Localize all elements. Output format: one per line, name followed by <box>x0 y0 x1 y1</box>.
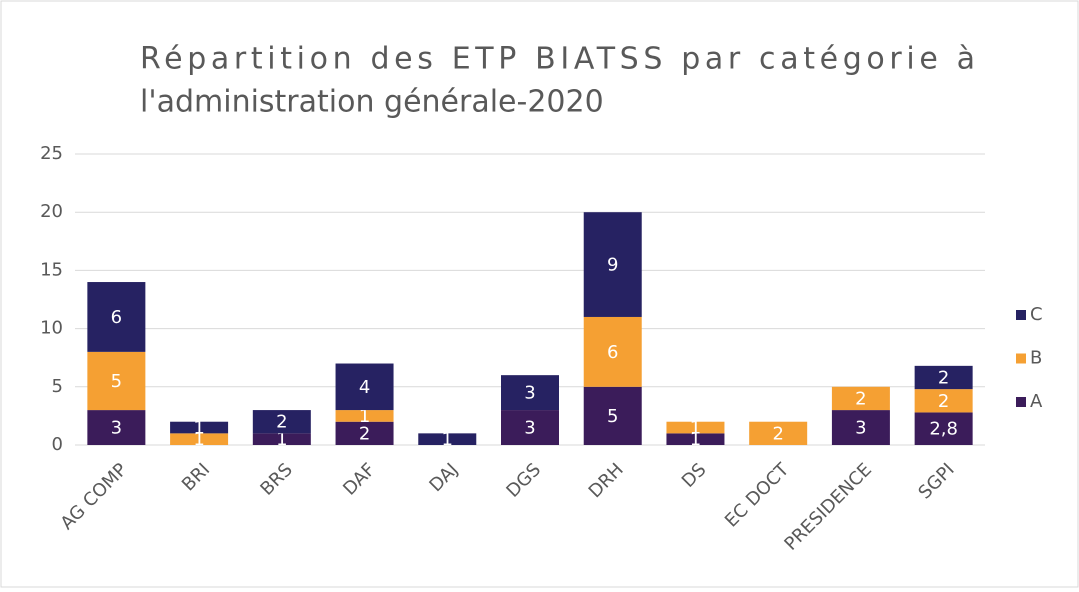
data-label: 5 <box>111 371 122 392</box>
y-tick-label: 20 <box>40 201 63 222</box>
y-tick-label: 25 <box>40 143 63 164</box>
y-tick-label: 10 <box>40 318 63 339</box>
data-label: 3 <box>855 418 866 439</box>
bar-segment <box>749 421 808 445</box>
bar-segment <box>418 433 477 445</box>
legend-swatch <box>1016 310 1026 320</box>
data-label: 1 <box>193 418 204 439</box>
bar-segment <box>914 389 973 413</box>
bar-segment <box>170 433 229 445</box>
data-label: 5 <box>607 406 618 427</box>
bar-segment <box>831 386 890 411</box>
bar-segment <box>252 410 311 434</box>
data-label: 2 <box>359 423 370 444</box>
legend-swatch <box>1016 397 1026 407</box>
data-label: 1 <box>276 429 287 450</box>
bar-segment <box>87 351 146 411</box>
data-label: 1 <box>690 429 701 450</box>
bar-segment <box>252 433 311 445</box>
bar-segment <box>335 421 394 445</box>
bar-segment <box>666 433 725 445</box>
bar-segment <box>583 212 642 317</box>
bar-segment <box>87 410 146 445</box>
bar-segment <box>666 421 725 434</box>
bar-segment <box>831 410 890 445</box>
data-label: 3 <box>111 418 122 439</box>
data-label: 3 <box>524 418 535 439</box>
data-label: 2 <box>938 391 949 412</box>
bar-segment <box>335 410 394 422</box>
bar-segment <box>170 421 229 434</box>
bar-segment <box>501 410 559 445</box>
data-label: 1 <box>359 406 370 427</box>
bar-segment <box>583 316 642 387</box>
data-label: 2 <box>276 412 287 433</box>
chart-title: l'administration générale-2020 <box>140 85 604 120</box>
legend-label: C <box>1030 304 1043 325</box>
data-label: 1 <box>193 429 204 450</box>
data-label: 4 <box>359 377 370 398</box>
data-label: 3 <box>524 383 535 404</box>
legend-swatch <box>1016 353 1026 364</box>
data-label: 2,8 <box>929 419 958 440</box>
data-label: 1 <box>442 429 453 450</box>
data-label: 6 <box>607 342 618 363</box>
legend-label: A <box>1030 391 1043 412</box>
data-label: 2 <box>855 388 866 409</box>
data-label: 6 <box>111 307 122 328</box>
data-label: 1 <box>690 418 701 439</box>
bar-segment <box>914 365 973 390</box>
bar-segment <box>335 363 394 411</box>
y-tick-label: 15 <box>40 259 63 280</box>
data-label: 2 <box>938 367 949 388</box>
bar-segment <box>87 282 146 352</box>
data-label: 9 <box>607 255 618 276</box>
bar-segment <box>501 375 559 411</box>
bar-segment <box>583 386 642 445</box>
y-tick-label: 5 <box>52 376 63 397</box>
data-label: 2 <box>772 423 783 444</box>
y-tick-label: 0 <box>52 434 63 455</box>
legend-label: B <box>1030 348 1042 369</box>
bar-segment <box>914 412 973 445</box>
